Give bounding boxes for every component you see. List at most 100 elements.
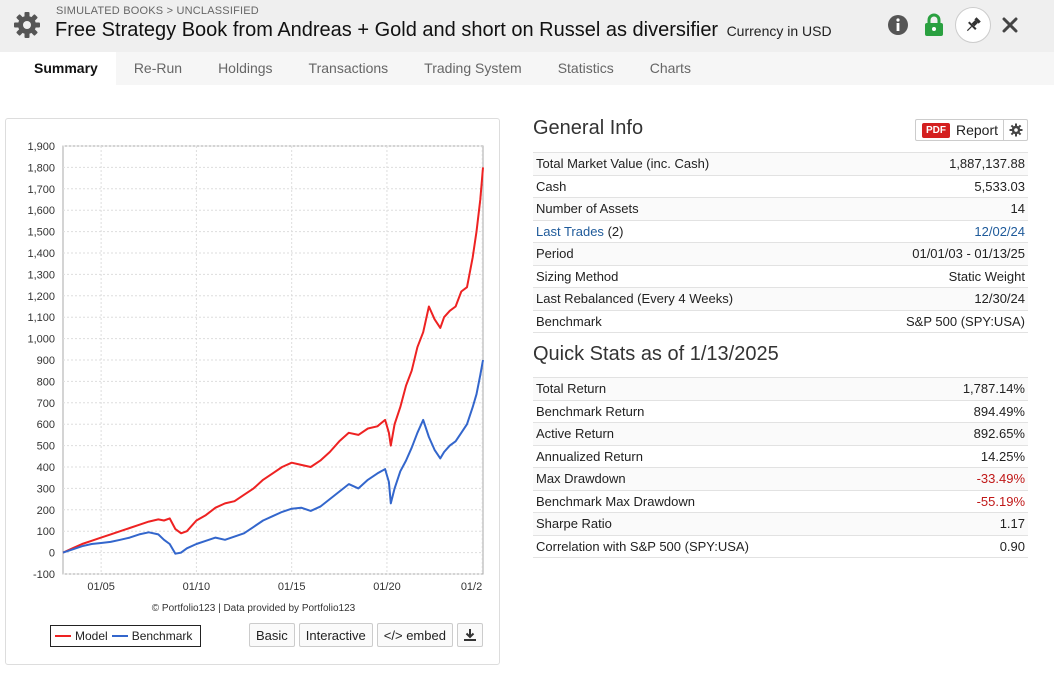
series-line-model xyxy=(62,167,484,554)
settings-gear-icon[interactable] xyxy=(12,10,42,40)
x-tick-label: 01/15 xyxy=(278,581,306,593)
chart-credit: © Portfolio123 | Data provided by Portfo… xyxy=(151,603,356,614)
lock-icon[interactable] xyxy=(922,13,946,37)
info-label: Period xyxy=(533,242,840,265)
general-info-title: General Info xyxy=(533,117,644,139)
y-tick-label: 0 xyxy=(49,548,55,560)
interactive-button[interactable]: Interactive xyxy=(298,623,373,647)
performance-chart: 1,900 1,800 1,700 1,600 1,500 1,400 1,300 1,200… xyxy=(27,141,484,593)
info-panel: General Info PDF Report Total Market Val… xyxy=(533,110,1028,558)
info-value: 12/30/24 xyxy=(839,287,1028,310)
y-tick-label: 1,300 xyxy=(27,269,55,281)
chart-legend[interactable]: Model Benchmark xyxy=(50,625,202,647)
tab-charts[interactable]: Charts xyxy=(649,60,691,76)
info-label: Cash xyxy=(533,174,840,198)
close-icon[interactable] xyxy=(998,13,1022,37)
y-tick-label: 1,700 xyxy=(27,184,55,196)
info-label: Sizing Method xyxy=(533,264,840,288)
last-trades-link[interactable]: Last Trades xyxy=(536,223,604,239)
stat-row-total-return: Total Return 1,787.14% xyxy=(533,377,1028,400)
y-tick-label: 1,200 xyxy=(27,291,55,303)
stat-value: 1,787.14% xyxy=(910,377,1028,400)
info-row-cash: Cash 5,533.03 xyxy=(533,174,1028,198)
info-row-benchmark: Benchmark S&P 500 (SPY:USA) xyxy=(533,309,1028,333)
stat-value: 14.25% xyxy=(910,444,1028,468)
tab-statistics[interactable]: Statistics xyxy=(557,60,614,76)
stat-label: Benchmark Return xyxy=(533,399,911,423)
stat-row-sharpe-ratio: Sharpe Ratio 1.17 xyxy=(533,512,1028,535)
report-button[interactable]: PDF Report xyxy=(914,119,1004,141)
report-label: Report xyxy=(955,122,998,138)
report-controls: PDF Report xyxy=(914,119,1028,141)
performance-chart-panel: 1,900 1,800 1,700 1,600 1,500 1,400 1,300 1,200… xyxy=(5,118,500,665)
info-label: Total Market Value (inc. Cash) xyxy=(533,152,840,175)
stat-label: Correlation with S&P 500 (SPY:USA) xyxy=(533,534,911,558)
info-label-cell: Last Trades (2) xyxy=(533,219,840,243)
info-row-market-value: Total Market Value (inc. Cash) 1,887,137.… xyxy=(533,152,1028,175)
info-icon[interactable] xyxy=(886,13,910,37)
pdf-icon: PDF xyxy=(921,122,950,138)
embed-button[interactable]: </> embed xyxy=(376,623,453,647)
gear-icon xyxy=(1009,123,1022,137)
info-row-sizing-method: Sizing Method Static Weight xyxy=(533,264,1028,288)
tab-transactions[interactable]: Transactions xyxy=(308,60,389,76)
legend-label-model: Model xyxy=(75,629,108,643)
basic-button[interactable]: Basic xyxy=(249,623,295,647)
x-tick-label: 01/2 xyxy=(461,581,482,593)
stat-value: 0.90 xyxy=(910,534,1028,558)
tab-re-run[interactable]: Re-Run xyxy=(133,60,183,76)
stat-row-annualized-return: Annualized Return 14.25% xyxy=(533,444,1028,468)
stat-value: -55.19% xyxy=(910,489,1028,513)
stat-value: -33.49% xyxy=(910,467,1028,490)
y-tick-label: 200 xyxy=(37,505,55,517)
stat-row-active-return: Active Return 892.65% xyxy=(533,422,1028,445)
legend-item-model[interactable]: Model xyxy=(55,629,108,643)
series-line-benchmark xyxy=(62,359,484,555)
x-tick-label: 01/05 xyxy=(87,581,115,593)
stat-label: Max Drawdown xyxy=(533,467,911,490)
currency-label: Currency in USD xyxy=(726,23,832,39)
legend-swatch-benchmark xyxy=(111,635,128,637)
report-settings-button[interactable] xyxy=(1004,119,1028,141)
stat-value: 892.65% xyxy=(910,422,1028,445)
tab-summary[interactable]: Summary xyxy=(16,52,116,85)
quick-stats-table: Total Return 1,787.14% Benchmark Return 89… xyxy=(533,377,1028,558)
legend-item-benchmark[interactable]: Benchmark xyxy=(111,629,192,643)
download-icon xyxy=(463,629,476,641)
y-tick-label: 1,900 xyxy=(27,141,55,153)
tab-trading-system[interactable]: Trading System xyxy=(424,60,522,76)
info-value: 5,533.03 xyxy=(839,174,1028,198)
info-label: Last Rebalanced (Every 4 Weeks) xyxy=(533,287,840,310)
breadcrumb: SIMULATED BOOKS > UNCLASSIFIED xyxy=(56,5,259,17)
stat-row-benchmark-return: Benchmark Return 894.49% xyxy=(533,399,1028,423)
y-tick-label: 900 xyxy=(37,355,55,367)
stat-label: Sharpe Ratio xyxy=(533,512,911,535)
stat-label: Total Return xyxy=(533,377,911,400)
y-tick-label: 1,100 xyxy=(27,312,55,324)
stat-row-max-drawdown: Max Drawdown -33.49% xyxy=(533,467,1028,490)
y-tick-label: 1,400 xyxy=(27,248,55,260)
tab-holdings[interactable]: Holdings xyxy=(218,60,273,76)
y-tick-label: 600 xyxy=(37,419,55,431)
last-trades-date-link[interactable]: 12/02/24 xyxy=(974,223,1025,239)
stat-label: Annualized Return xyxy=(533,444,911,468)
y-tick-label: 100 xyxy=(37,526,55,538)
info-row-last-trades: Last Trades (2) 12/02/24 xyxy=(533,219,1028,243)
info-row-number-of-assets: Number of Assets 14 xyxy=(533,197,1028,220)
chart-button-group: Basic Interactive </> embed xyxy=(249,623,487,647)
page-title: Free Strategy Book from Andreas + Gold a… xyxy=(55,19,719,41)
stat-value: 894.49% xyxy=(910,399,1028,423)
info-value: S&P 500 (SPY:USA) xyxy=(839,309,1028,333)
quick-stats-title: Quick Stats as of 1/13/2025 xyxy=(533,343,779,365)
info-label: Benchmark xyxy=(533,309,840,333)
pin-icon xyxy=(966,17,981,32)
stat-row-correlation: Correlation with S&P 500 (SPY:USA) 0.90 xyxy=(533,534,1028,558)
legend-swatch-model xyxy=(55,635,71,637)
pin-button[interactable] xyxy=(955,7,991,43)
tab-bar: Summary Re-Run Holdings Transactions Tra… xyxy=(16,52,1054,85)
y-tick-label: 500 xyxy=(37,441,55,453)
info-value: 01/01/03 - 01/13/25 xyxy=(839,242,1028,265)
download-button[interactable] xyxy=(456,623,483,647)
y-tick-label: -100 xyxy=(33,569,55,581)
y-tick-label: 1,000 xyxy=(27,334,55,346)
